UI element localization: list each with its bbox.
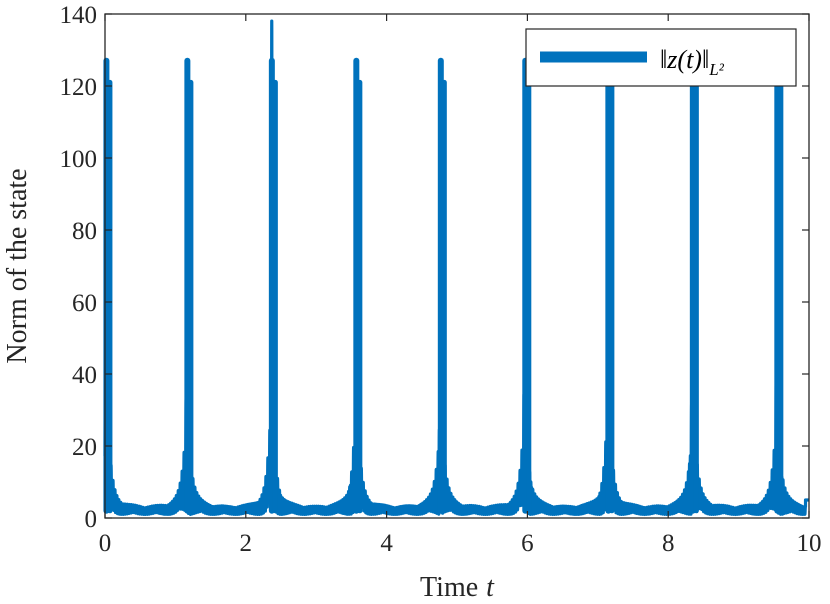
y-tick-label: 0	[85, 506, 98, 533]
x-tick-labels: 0 2 4 6 8 10	[99, 530, 822, 557]
legend-entry-main: ‖z(t)‖	[660, 45, 709, 74]
x-axis-label-text: Time	[420, 572, 478, 603]
y-tick-label: 40	[72, 362, 97, 389]
x-tick-label: 2	[240, 530, 253, 557]
y-tick-label: 60	[72, 290, 97, 317]
legend-entry: ‖z(t)‖L²	[660, 45, 725, 79]
plot-area	[105, 14, 809, 518]
x-tick-label: 4	[380, 530, 393, 557]
x-axis-label-var: t	[486, 572, 495, 603]
x-axis-label: Time t	[420, 572, 495, 603]
axes	[104, 13, 810, 519]
legend: ‖z(t)‖L²	[525, 28, 797, 87]
legend-entry-sub: L²	[708, 60, 724, 79]
y-tick-labels: 0 20 40 60 80 100 120 140	[60, 2, 98, 533]
series-layer	[103, 19, 811, 516]
y-axis-label: Norm of the state	[2, 168, 33, 363]
y-tick-label: 100	[60, 146, 98, 173]
y-tick-label: 20	[72, 434, 97, 461]
x-tick-label: 10	[797, 530, 822, 557]
x-tick-label: 6	[521, 530, 534, 557]
x-tick-label: 0	[99, 530, 112, 557]
y-tick-label: 140	[60, 2, 98, 29]
axes-box	[104, 13, 810, 519]
y-tick-label: 80	[72, 218, 97, 245]
y-tick-label: 120	[60, 74, 98, 101]
x-tick-label: 8	[662, 530, 675, 557]
